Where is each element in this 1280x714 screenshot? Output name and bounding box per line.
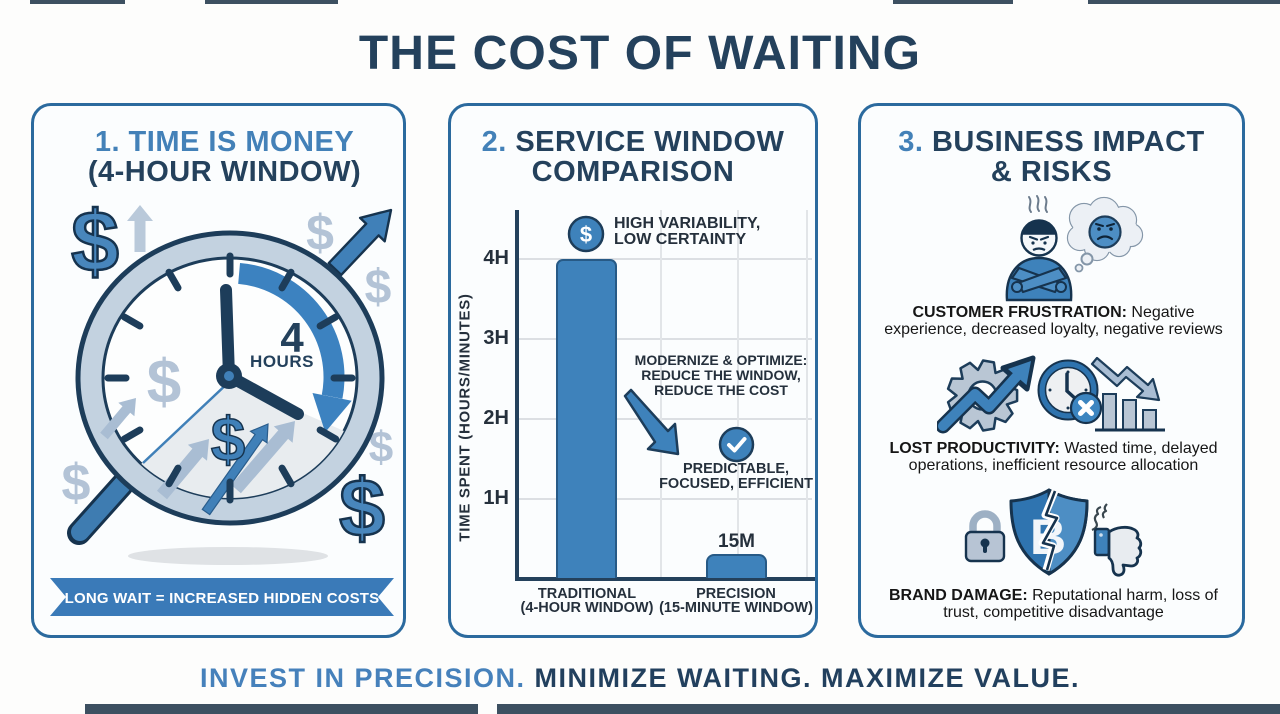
svg-text:HOURS: HOURS bbox=[250, 352, 314, 371]
svg-text:$: $ bbox=[211, 406, 245, 475]
svg-text:$: $ bbox=[147, 348, 181, 417]
svg-text:4: 4 bbox=[280, 314, 304, 361]
svg-text:LONG WAIT = INCREASED HIDDEN C: LONG WAIT = INCREASED HIDDEN COSTS bbox=[65, 590, 380, 607]
svg-text:$: $ bbox=[71, 194, 119, 290]
svg-text:$: $ bbox=[580, 222, 592, 247]
svg-text:$: $ bbox=[339, 463, 385, 554]
svg-text:$: $ bbox=[365, 261, 392, 314]
svg-text:$: $ bbox=[306, 205, 334, 261]
svg-text:$: $ bbox=[62, 454, 91, 512]
